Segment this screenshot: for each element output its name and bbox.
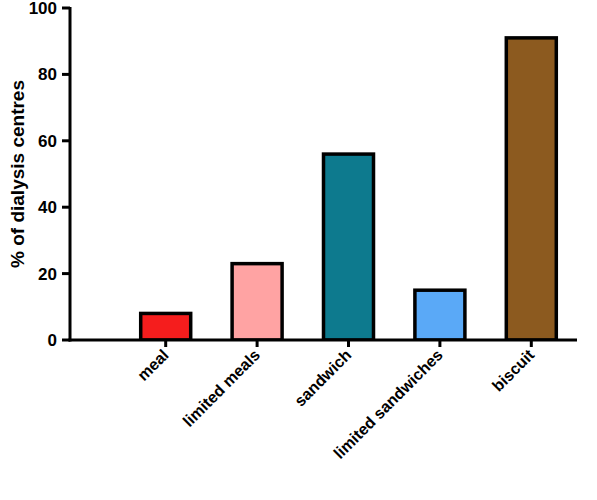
y-axis-label: % of dialysis centres	[7, 80, 28, 268]
y-tick	[62, 7, 70, 10]
y-tick-label: 20	[38, 265, 57, 284]
chart: 0 20 40 60 80 100 meallimited meals sandwichlim…	[0, 0, 597, 500]
x-tick-label: limited meals	[180, 346, 264, 430]
x-axis	[69, 339, 578, 342]
y-tick	[62, 139, 70, 142]
bar	[141, 313, 191, 340]
x-tick-label: limited sandwiches	[330, 346, 446, 462]
y-tick-label: 60	[38, 132, 57, 151]
y-tick-label: 100	[29, 0, 57, 18]
y-tick-label: 40	[38, 198, 57, 217]
x-tick	[256, 340, 259, 347]
y-axis	[69, 7, 72, 342]
y-tick	[62, 272, 70, 275]
y-tick-label: 0	[48, 331, 57, 350]
x-tick	[438, 340, 441, 347]
bar	[415, 290, 465, 340]
bar	[232, 264, 282, 340]
x-tick	[530, 340, 533, 347]
bar	[506, 38, 556, 340]
x-tick-label: meal	[134, 346, 172, 384]
y-tick	[62, 73, 70, 76]
bar	[324, 154, 374, 340]
x-tick	[347, 340, 350, 347]
bars	[141, 38, 557, 340]
x-tick-label: biscuit	[489, 346, 538, 395]
x-tick	[164, 340, 167, 347]
x-tick-label: sandwich	[291, 346, 355, 410]
y-tick-label: 80	[38, 65, 57, 84]
y-tick	[62, 206, 70, 209]
